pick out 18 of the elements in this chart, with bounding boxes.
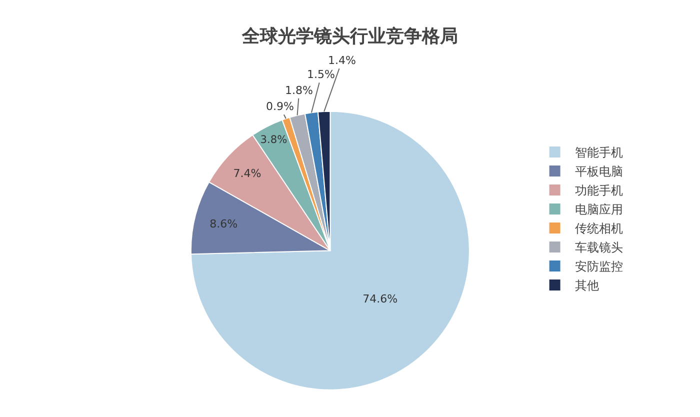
data-label: 74.6% [362, 292, 398, 306]
data-label: 7.4% [233, 167, 262, 180]
data-label: 0.9% [266, 100, 294, 113]
data-label: 1.5% [307, 68, 335, 81]
legend-label: 智能手机 [574, 146, 623, 160]
legend-label: 其他 [574, 278, 599, 293]
legend-label: 传统相机 [574, 222, 623, 236]
legend-label: 功能手机 [574, 184, 623, 198]
data-label: 1.8% [285, 84, 313, 97]
legend-label: 车载镜头 [574, 240, 623, 255]
data-label: 8.6% [210, 217, 238, 230]
legend-label: 电脑应用 [574, 202, 623, 217]
data-label: 3.8% [260, 134, 288, 146]
legend-label: 安防监控 [574, 260, 623, 274]
legend-label: 平板电脑 [574, 164, 623, 179]
chart-title: 全球光学镜头行业竞争格局 [241, 26, 458, 47]
pie-slice [190, 110, 470, 390]
data-label: 1.4% [328, 54, 356, 67]
